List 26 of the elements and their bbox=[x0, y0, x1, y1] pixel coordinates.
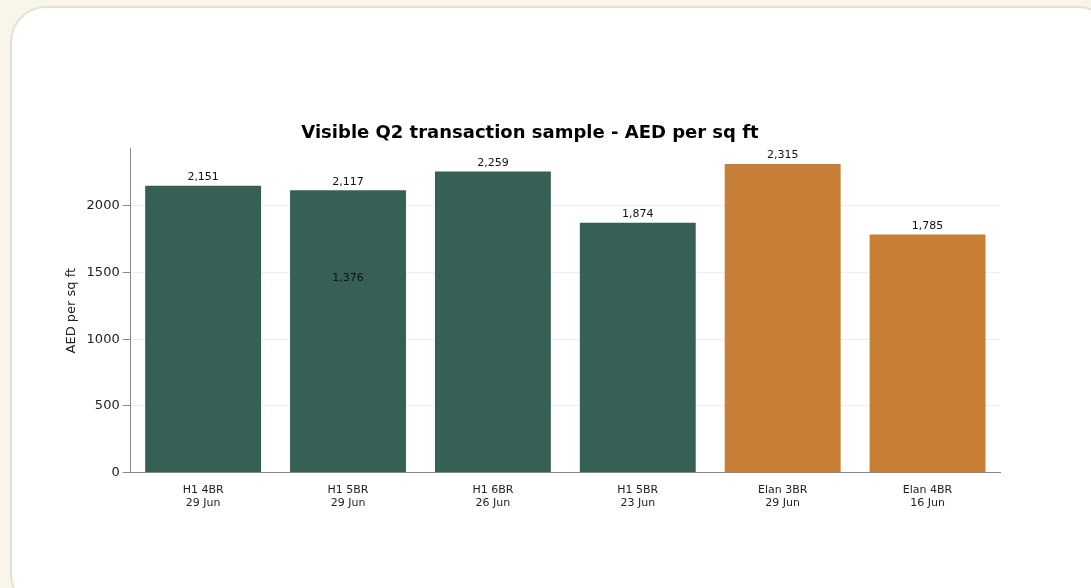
y-tick-label: 0 bbox=[111, 463, 120, 479]
y-tick-label: 2000 bbox=[86, 197, 120, 213]
data-label: 2,259 bbox=[477, 155, 509, 169]
x-tick-label: H1 5BR 23 Jun bbox=[617, 483, 659, 510]
y-tick-label: 500 bbox=[94, 397, 120, 413]
annotation: 1,376 bbox=[332, 271, 364, 285]
data-label: 1,874 bbox=[622, 207, 654, 221]
bar bbox=[579, 222, 696, 473]
x-tick-label: H1 6BR 26 Jun bbox=[472, 483, 514, 510]
bar bbox=[724, 163, 841, 473]
y-tick-label: 1000 bbox=[86, 330, 120, 346]
data-label: 2,117 bbox=[332, 174, 364, 188]
x-tick-label: Elan 4BR 16 Jun bbox=[902, 483, 953, 510]
x-tick-label: Elan 3BR 29 Jun bbox=[757, 483, 808, 510]
data-label: 2,315 bbox=[766, 148, 799, 162]
x-tick-label: H1 5BR 29 Jun bbox=[327, 483, 369, 510]
bar bbox=[869, 234, 986, 473]
bar bbox=[434, 171, 551, 473]
y-tick-label: 1500 bbox=[86, 263, 120, 279]
y-axis-title: AED per sq ft bbox=[63, 267, 79, 354]
bar bbox=[290, 190, 406, 473]
chart-title: Visible Q2 transaction sample - AED per sq ft bbox=[301, 121, 760, 143]
x-tick-label: H1 4BR 29 Jun bbox=[182, 483, 224, 510]
bar bbox=[145, 185, 262, 473]
data-label: 1,785 bbox=[911, 218, 944, 232]
data-label: 2,151 bbox=[187, 170, 219, 184]
